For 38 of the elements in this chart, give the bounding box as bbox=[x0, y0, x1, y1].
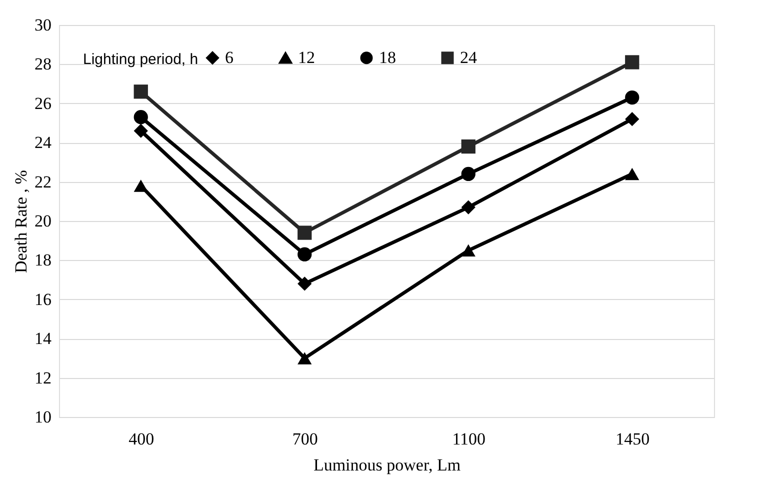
point bbox=[134, 180, 148, 192]
legend-label: 18 bbox=[379, 48, 396, 67]
point bbox=[625, 112, 640, 126]
point bbox=[625, 168, 640, 180]
legend-label: 12 bbox=[298, 48, 315, 68]
y-tick-label: 20 bbox=[34, 212, 52, 230]
point bbox=[298, 276, 312, 291]
point bbox=[134, 84, 148, 99]
y-tick-label: 12 bbox=[34, 368, 52, 388]
point bbox=[461, 166, 476, 182]
point bbox=[461, 244, 476, 257]
y-tick-label: 14 bbox=[34, 329, 52, 348]
y-tick-label: 30 bbox=[34, 16, 52, 34]
x-axis-title: Luminous power, Lm bbox=[313, 456, 461, 474]
y-tick-label: 28 bbox=[34, 54, 52, 74]
point bbox=[625, 90, 640, 105]
x-tick-label: 700 bbox=[292, 430, 318, 448]
legend-label: 6 bbox=[225, 48, 234, 67]
point bbox=[134, 124, 148, 138]
x-tick-label: 1450 bbox=[616, 430, 650, 448]
point bbox=[625, 55, 640, 70]
y-tick-label: 18 bbox=[34, 250, 52, 270]
y-tick-label: 22 bbox=[34, 172, 52, 192]
point bbox=[298, 226, 312, 240]
y-tick-label: 10 bbox=[34, 408, 52, 426]
y-tick-label: 16 bbox=[34, 290, 52, 309]
y-axis-title: Death Rate , % bbox=[12, 170, 30, 273]
x-tick-label: 400 bbox=[128, 430, 154, 448]
y-tick-label: 26 bbox=[34, 94, 52, 113]
legend-label: 24 bbox=[460, 48, 478, 67]
point bbox=[298, 247, 312, 262]
legend-title: Lighting period, h bbox=[83, 51, 198, 68]
point bbox=[461, 139, 476, 154]
point bbox=[298, 352, 312, 364]
point bbox=[461, 200, 476, 214]
point bbox=[134, 110, 148, 124]
x-tick-label: 1100 bbox=[452, 430, 486, 448]
y-tick-label: 24 bbox=[34, 133, 52, 152]
